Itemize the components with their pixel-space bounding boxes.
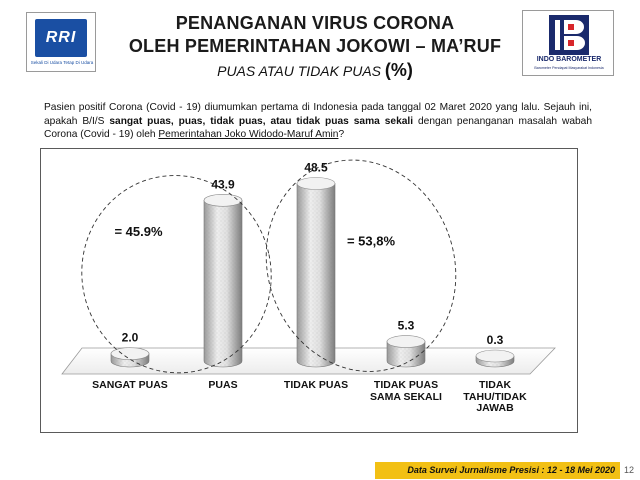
rri-logo: RRI Sekali Di Udara Tetap Di Udara [26,12,96,72]
category-label-line: TAHU/TIDAK [463,390,527,403]
group-oval-2 [265,159,457,372]
question-text-2: dengan penanganan masalah wabah Corona (… [44,115,592,141]
subtitle-unit: (%) [384,60,413,80]
subtitle-text: PUAS ATAU TIDAK PUAS [217,63,381,79]
bar-chart: 2.0 43.9 48.5 5.3 0.3 = 45.9% = 53,8% [61,159,556,375]
indo-barometer-tagline: Barometer Pendapat Masyarakat Indonesia [534,66,604,70]
bar-texture [297,183,335,367]
question-bold-options: sangat puas, puas, tidak puas, atau tida… [109,115,414,127]
bar-texture [387,341,425,367]
category-label: TIDAK TAHU/TIDAK JAWAB [447,379,543,415]
bar-top [386,335,426,348]
rri-logo-text: RRI [45,29,77,46]
group-total-label-1: = 45.9% [114,224,163,239]
bar-top [110,347,150,360]
category-label-line: SANGAT PUAS [92,379,168,391]
category-label: TIDAK PUAS SAMA SEKALI [358,379,454,403]
category-label-line: JAWAB [476,402,514,414]
footer-source: Data Survei Jurnalisme Presisi : 12 - 18… [407,465,615,475]
page-subtitle: PUAS ATAU TIDAK PUAS (%) [110,60,520,81]
category-label-line: TIDAK PUAS [373,379,439,391]
category-label: TIDAK PUAS [268,379,364,392]
category-label: SANGAT PUAS [82,379,178,392]
bar-top [296,177,336,190]
value-label: 5.3 [398,319,415,333]
bar-top [475,349,515,363]
page-title-line1: PENANGANAN VIRUS CORONA [175,13,455,33]
value-label: 48.5 [304,160,328,174]
category-label: PUAS [175,379,271,392]
indo-barometer-logo: INDO BAROMETER Barometer Pendapat Masyar… [522,10,614,76]
page-title-line2: OLEH PEMERINTAHAN JOKOWI – MA’RUF [128,36,502,56]
bar-texture [204,200,242,367]
bar-2 [203,194,243,368]
bar-4 [386,335,426,368]
category-label-line: SAMA SEKALI [370,390,442,403]
indo-barometer-mark-icon [549,15,589,55]
bar-1 [110,347,150,368]
indo-barometer-name: INDO BAROMETER [536,56,602,63]
value-label: 2.0 [122,331,139,345]
category-label-line: TIDAK PUAS [283,379,349,391]
value-label: 43.9 [211,177,235,191]
rri-tagline: Sekali Di Udara Tetap Di Udara [30,60,94,65]
bar-5 [475,349,515,368]
footer-bar [375,462,620,479]
value-label: 0.3 [487,333,504,347]
group-oval-1 [81,175,272,374]
page-number: 12 [623,465,634,475]
question-text-1: Pasien positif Corona (Covid - 19) diumu… [44,102,592,127]
question-underlined-subject: Pemerintahan Joko Widodo-Maruf Amin [158,129,339,140]
category-label-line: PUAS [208,379,238,391]
rri-logo-mark: RRI [35,19,87,57]
category-label-line: TIDAK [478,379,512,391]
survey-question: Pasien positif Corona (Covid - 19) diumu… [44,101,592,142]
bar-3 [296,177,336,368]
question-text-3: ? [338,129,345,140]
group-total-label-2: = 53,8% [347,234,396,249]
bar-top [203,194,243,207]
